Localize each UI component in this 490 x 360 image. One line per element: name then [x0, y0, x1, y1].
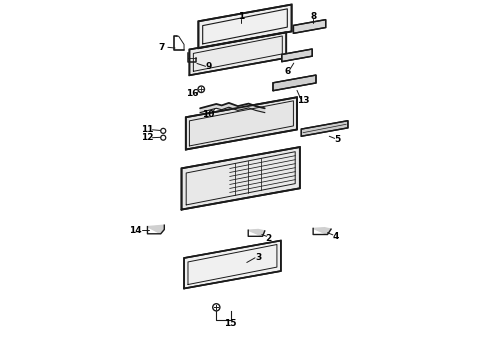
Polygon shape [294, 20, 326, 33]
Text: 7: 7 [159, 43, 165, 52]
Text: 9: 9 [206, 62, 212, 71]
Polygon shape [273, 75, 316, 91]
Polygon shape [184, 240, 281, 288]
Text: 3: 3 [255, 253, 262, 262]
Polygon shape [190, 32, 286, 75]
Text: 2: 2 [265, 234, 271, 243]
Text: 8: 8 [310, 12, 316, 21]
Text: 1: 1 [238, 12, 244, 21]
Text: 12: 12 [141, 133, 154, 142]
Text: 11: 11 [141, 125, 154, 134]
Text: 15: 15 [224, 319, 237, 328]
Text: 10: 10 [202, 110, 215, 119]
Polygon shape [147, 225, 164, 234]
Text: 6: 6 [284, 67, 291, 76]
Polygon shape [198, 5, 292, 48]
Polygon shape [186, 97, 297, 149]
Polygon shape [181, 147, 300, 210]
Polygon shape [313, 228, 331, 234]
Polygon shape [282, 49, 312, 62]
Polygon shape [301, 121, 348, 136]
Polygon shape [200, 103, 265, 113]
Text: 14: 14 [128, 226, 141, 235]
Text: 13: 13 [297, 96, 309, 105]
Text: 4: 4 [332, 232, 339, 241]
Text: 5: 5 [334, 135, 340, 144]
Text: 16: 16 [186, 89, 198, 98]
Polygon shape [248, 229, 265, 236]
